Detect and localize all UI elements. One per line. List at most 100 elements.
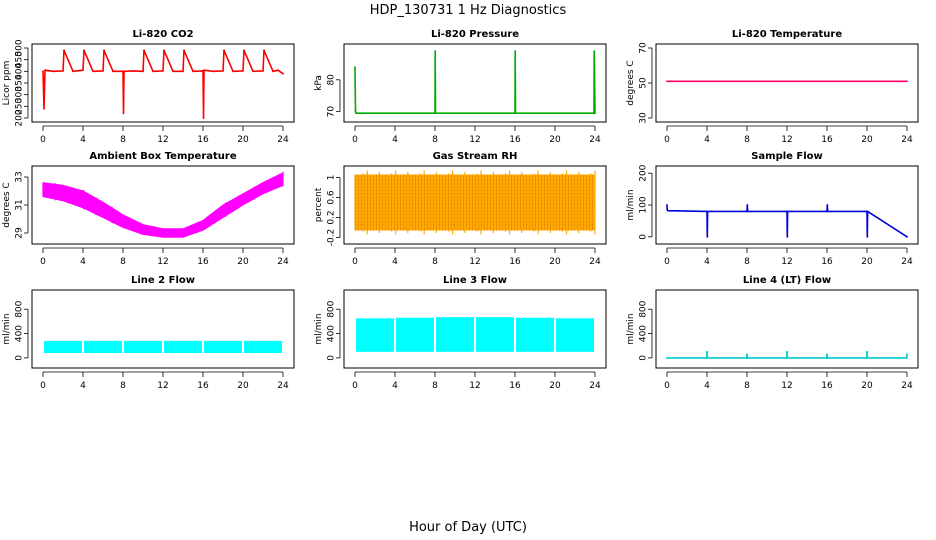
data-point bbox=[232, 70, 234, 73]
data-point bbox=[786, 357, 789, 359]
x-tick-label: 24 bbox=[277, 381, 289, 391]
y-tick-label: 70 bbox=[639, 42, 649, 54]
x-tick-label: 12 bbox=[157, 381, 168, 391]
data-point bbox=[354, 66, 356, 68]
data-point bbox=[786, 350, 788, 353]
y-tick-label: 50 bbox=[639, 77, 649, 89]
x-tick-label: 20 bbox=[237, 135, 249, 145]
x-tick-label: 20 bbox=[549, 381, 561, 391]
panel-title: Gas Stream RH bbox=[433, 151, 518, 162]
x-tick-label: 4 bbox=[704, 135, 710, 145]
figure-x-label: Hour of Day (UTC) bbox=[409, 520, 527, 535]
data-point bbox=[706, 357, 709, 359]
series-block bbox=[476, 317, 514, 352]
data-point bbox=[514, 112, 517, 115]
x-tick-label: 12 bbox=[781, 381, 792, 391]
x-tick-label: 0 bbox=[352, 381, 358, 391]
x-tick-label: 24 bbox=[589, 381, 601, 391]
x-tick-label: 20 bbox=[237, 381, 249, 391]
plot-frame bbox=[31, 289, 295, 369]
x-tick-label: 8 bbox=[744, 381, 750, 391]
data-point bbox=[666, 80, 668, 83]
x-tick-label: 12 bbox=[781, 257, 792, 267]
x-tick-label: 12 bbox=[469, 135, 480, 145]
data-point bbox=[223, 49, 225, 52]
y-tick-label: 0.6 bbox=[327, 190, 337, 205]
y-tick-label: 0 bbox=[639, 234, 649, 240]
data-point bbox=[667, 209, 669, 212]
data-point bbox=[143, 49, 145, 52]
x-tick-label: 20 bbox=[549, 257, 561, 267]
series-block bbox=[84, 340, 122, 354]
data-point bbox=[282, 72, 284, 75]
y-tick-label: 400 bbox=[15, 62, 25, 79]
x-tick-label: 4 bbox=[704, 257, 710, 267]
x-tick-label: 8 bbox=[744, 135, 750, 145]
y-axis-label: ml/min bbox=[2, 313, 12, 344]
y-tick-label: -0.2 bbox=[327, 229, 337, 247]
data-point bbox=[43, 107, 45, 110]
x-tick-label: 4 bbox=[80, 135, 86, 145]
data-point bbox=[182, 70, 184, 73]
x-tick-label: 4 bbox=[392, 257, 398, 267]
x-tick-label: 16 bbox=[197, 381, 209, 391]
x-tick-label: 8 bbox=[432, 257, 438, 267]
x-tick-label: 24 bbox=[901, 257, 913, 267]
data-point bbox=[826, 210, 829, 213]
data-point bbox=[72, 70, 74, 73]
x-tick-label: 4 bbox=[392, 135, 398, 145]
y-axis-label: degrees C bbox=[2, 182, 12, 227]
series-block bbox=[396, 317, 434, 352]
data-point bbox=[746, 353, 748, 356]
y-tick-label: 400 bbox=[15, 325, 25, 342]
data-point bbox=[594, 112, 596, 115]
x-tick-label: 4 bbox=[80, 381, 86, 391]
data-point bbox=[866, 210, 869, 213]
x-tick-label: 12 bbox=[469, 257, 480, 267]
data-point bbox=[355, 112, 357, 115]
data-point bbox=[906, 353, 908, 356]
x-tick-label: 12 bbox=[781, 135, 792, 145]
series-line bbox=[667, 350, 908, 359]
x-tick-label: 20 bbox=[861, 381, 873, 391]
x-tick-label: 0 bbox=[40, 257, 46, 267]
x-tick-label: 0 bbox=[40, 381, 46, 391]
series-block bbox=[164, 340, 202, 354]
y-tick-label: 300 bbox=[15, 86, 25, 103]
data-point bbox=[142, 70, 144, 73]
y-tick-label: 1 bbox=[327, 175, 337, 181]
panel-title: Line 4 (LT) Flow bbox=[743, 275, 831, 286]
x-tick-label: 16 bbox=[197, 257, 209, 267]
data-point bbox=[434, 50, 437, 53]
series-block bbox=[436, 317, 474, 352]
x-tick-label: 12 bbox=[469, 381, 480, 391]
data-point bbox=[277, 69, 279, 72]
data-point bbox=[92, 70, 94, 73]
data-point bbox=[122, 112, 125, 115]
y-tick-label: 0 bbox=[15, 355, 25, 361]
x-tick-label: 24 bbox=[901, 135, 913, 145]
data-point bbox=[706, 350, 708, 353]
panel-title: Li-820 Temperature bbox=[732, 29, 842, 40]
data-point bbox=[112, 70, 114, 73]
panel-title: Line 2 Flow bbox=[131, 275, 195, 286]
x-tick-label: 16 bbox=[821, 381, 833, 391]
data-point bbox=[203, 69, 205, 72]
plot-frame bbox=[343, 43, 607, 123]
y-axis-label: Licor ppm bbox=[2, 61, 12, 106]
series-line bbox=[354, 50, 596, 114]
y-tick-label: 200 bbox=[639, 164, 649, 181]
x-tick-label: 20 bbox=[861, 135, 873, 145]
panel-li820temp: Li-820 Temperature 0 4 8 12 16 20 24 30 50 70degre… bbox=[626, 29, 919, 145]
data-point bbox=[826, 204, 829, 206]
x-tick-label: 8 bbox=[744, 257, 750, 267]
y-axis-label: kPa bbox=[314, 75, 324, 91]
plot-frame bbox=[31, 43, 295, 123]
x-tick-label: 24 bbox=[901, 381, 913, 391]
data-point bbox=[746, 204, 749, 206]
y-tick-label: 400 bbox=[639, 325, 649, 342]
